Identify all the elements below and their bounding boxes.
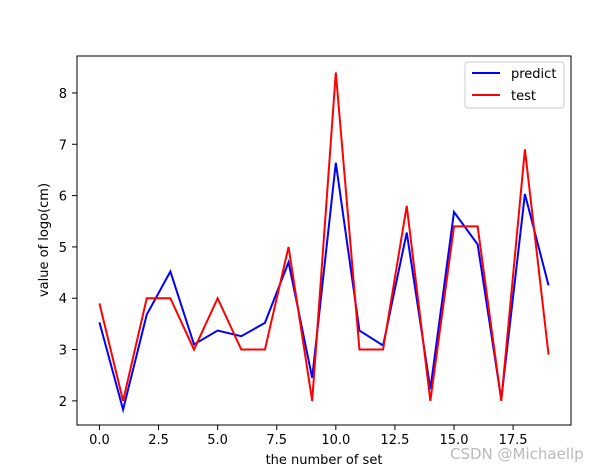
x-tick-label: 7.5 [266, 433, 287, 448]
series-line-predict [98, 162, 550, 414]
series-line-test [98, 72, 550, 402]
legend: predict test [464, 61, 565, 109]
x-axis-label: the number of set [266, 453, 383, 468]
watermark: CSDN @Michaellp [450, 445, 584, 463]
series-layer [98, 72, 550, 414]
x-axis-ticks: 0.0 2.5 5.0 7.5 10.0 12.5 15.0 17.5 [89, 425, 528, 448]
x-tick-label: 10.0 [321, 433, 350, 448]
y-tick-label: 6 [59, 190, 67, 205]
y-axis-ticks: 2 3 4 5 6 7 8 [59, 87, 77, 410]
y-tick-label: 8 [59, 87, 67, 102]
x-tick-label: 15.0 [440, 433, 469, 448]
x-tick-label: 12.5 [380, 433, 409, 448]
x-tick-label: 5.0 [207, 433, 228, 448]
y-tick-label: 4 [59, 292, 67, 307]
x-tick-label: 17.5 [499, 433, 528, 448]
y-tick-label: 7 [59, 138, 67, 153]
y-tick-label: 3 [59, 344, 67, 359]
x-tick-label: 2.5 [148, 433, 169, 448]
legend-label-predict: predict [511, 67, 556, 82]
legend-label-test: test [511, 89, 536, 104]
y-axis-label: value of logo(cm) [37, 183, 52, 297]
plot-frame [76, 55, 572, 426]
y-tick-label: 5 [59, 241, 67, 256]
x-tick-label: 0.0 [89, 433, 110, 448]
y-tick-label: 2 [59, 395, 67, 410]
